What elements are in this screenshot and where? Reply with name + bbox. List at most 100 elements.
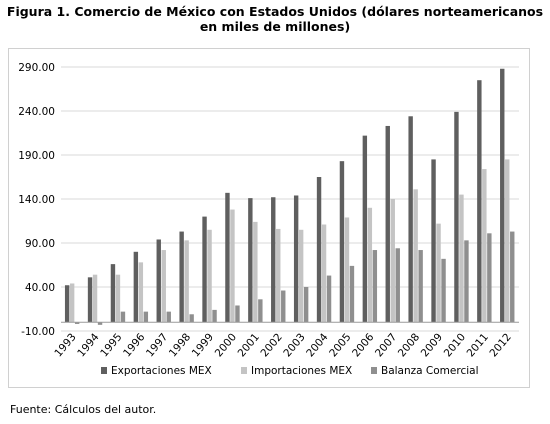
bar-importaciones (367, 207, 373, 323)
bar-importaciones (459, 194, 464, 323)
bar-balanza (303, 287, 309, 323)
bar-exportaciones (362, 135, 368, 323)
bar-exportaciones (179, 231, 184, 323)
x-tick-label: 2011 (465, 331, 491, 359)
bar-balanza (212, 309, 217, 323)
x-tick-label: 2010 (442, 331, 468, 359)
bar-exportaciones (110, 264, 116, 323)
bar-balanza (418, 250, 423, 323)
bar-exportaciones (271, 197, 276, 323)
bar-exportaciones (454, 111, 459, 323)
bar-exportaciones (293, 195, 299, 323)
chart-title: Figura 1. Comercio de México con Estados… (0, 4, 550, 34)
x-tick-label: 2003 (281, 331, 307, 359)
x-axis-labels: 1993199419951996199719981999200020012002… (52, 331, 513, 359)
bar-importaciones (344, 217, 350, 323)
bar-importaciones (253, 221, 258, 323)
legend-label: Balanza Comercial (381, 365, 479, 377)
legend-label: Exportaciones MEX (111, 365, 212, 377)
bar-exportaciones (133, 251, 139, 323)
x-tick-label: 2007 (373, 331, 399, 359)
bar-importaciones (390, 199, 395, 323)
x-tick-label: 2006 (350, 331, 377, 359)
bar-balanza (395, 248, 400, 323)
bar-exportaciones (385, 125, 390, 323)
bar-balanza (166, 311, 171, 323)
bar-exportaciones (477, 80, 482, 323)
bar-exportaciones (202, 216, 207, 323)
bar-exportaciones (339, 161, 345, 323)
bar-balanza (326, 275, 332, 323)
bar-importaciones (276, 228, 281, 323)
x-tick-label: 2002 (258, 331, 284, 359)
chart-title-line-2: en miles de millones) (199, 19, 351, 34)
source-note: Fuente: Cálculos del autor. (10, 403, 157, 416)
legend-swatch (371, 367, 377, 374)
x-tick-label: 2009 (419, 331, 445, 359)
x-tick-label: 2008 (396, 331, 422, 359)
bar-balanza (281, 290, 286, 323)
bar-importaciones (436, 223, 441, 323)
bar-balanza (235, 305, 240, 323)
bar-balanza (372, 250, 378, 323)
bar-balanza (510, 231, 515, 323)
x-tick-label: 2004 (304, 331, 331, 359)
bar-importaciones (207, 229, 212, 323)
bar-balanza (258, 299, 263, 323)
bar-balanza (441, 258, 446, 323)
bar-importaciones (161, 250, 166, 323)
y-tick-label: 90.00 (25, 238, 55, 250)
chart-title-line-1: Figura 1. Comercio de México con Estados… (6, 4, 544, 19)
bar-exportaciones (225, 192, 230, 323)
y-tick-label: 40.00 (25, 282, 55, 294)
legend-label: Importaciones MEX (251, 365, 352, 377)
bar-balanza (487, 233, 492, 323)
bar-exportaciones (248, 198, 253, 323)
bar-balanza (464, 240, 469, 323)
bar-balanza (189, 314, 194, 323)
bar-importaciones (413, 189, 418, 323)
bar-exportaciones (431, 159, 436, 323)
bar-exportaciones (408, 116, 413, 323)
x-tick-label: 2012 (487, 331, 513, 359)
bar-importaciones (184, 240, 189, 323)
y-tick-label: 290.00 (18, 62, 55, 74)
bar-chart: 290.00 240.00 190.00 140.00 90.00 40.00 -10.00… (18, 62, 519, 377)
x-tick-label: 1994 (75, 331, 102, 359)
legend-swatch (101, 367, 107, 374)
bar-exportaciones (500, 68, 505, 323)
x-tick-label: 2005 (327, 331, 353, 359)
bar-importaciones (92, 274, 98, 323)
bar-balanza (349, 265, 355, 323)
bar-importaciones (115, 274, 121, 323)
y-tick-label: 140.00 (18, 194, 55, 206)
x-tick-label: 1998 (167, 331, 193, 359)
chart-area: 290.00 240.00 190.00 140.00 90.00 40.00 -10.00… (8, 48, 530, 388)
bar-importaciones (138, 262, 144, 323)
bar-balanza (74, 322, 80, 324)
bar-importaciones (482, 169, 487, 323)
bar-importaciones (298, 229, 304, 323)
y-tick-label: 190.00 (18, 150, 55, 162)
x-tick-label: 1995 (98, 331, 124, 359)
bar-balanza (97, 322, 103, 325)
bar-importaciones (321, 224, 327, 323)
bar-importaciones (505, 159, 510, 323)
x-tick-label: 1999 (190, 331, 216, 359)
bar-balanza (120, 311, 126, 323)
y-axis-ticks: 290.00 240.00 190.00 140.00 90.00 40.00 -10.00 (18, 62, 55, 338)
y-tick-label: 240.00 (18, 106, 55, 118)
legend-swatch (241, 367, 247, 374)
y-tick-label: -10.00 (21, 326, 55, 338)
bar-exportaciones (87, 277, 93, 323)
bar-importaciones (69, 283, 75, 323)
bar-exportaciones (156, 239, 161, 323)
x-tick-label: 2000 (213, 331, 239, 359)
bar-importaciones (230, 209, 235, 323)
legend: Exportaciones MEX Importaciones MEX Balanz… (101, 365, 479, 377)
bar-balanza (143, 311, 149, 323)
bar-exportaciones (64, 285, 70, 323)
bars (64, 68, 515, 325)
gridlines (61, 66, 519, 332)
bar-exportaciones (316, 177, 322, 323)
